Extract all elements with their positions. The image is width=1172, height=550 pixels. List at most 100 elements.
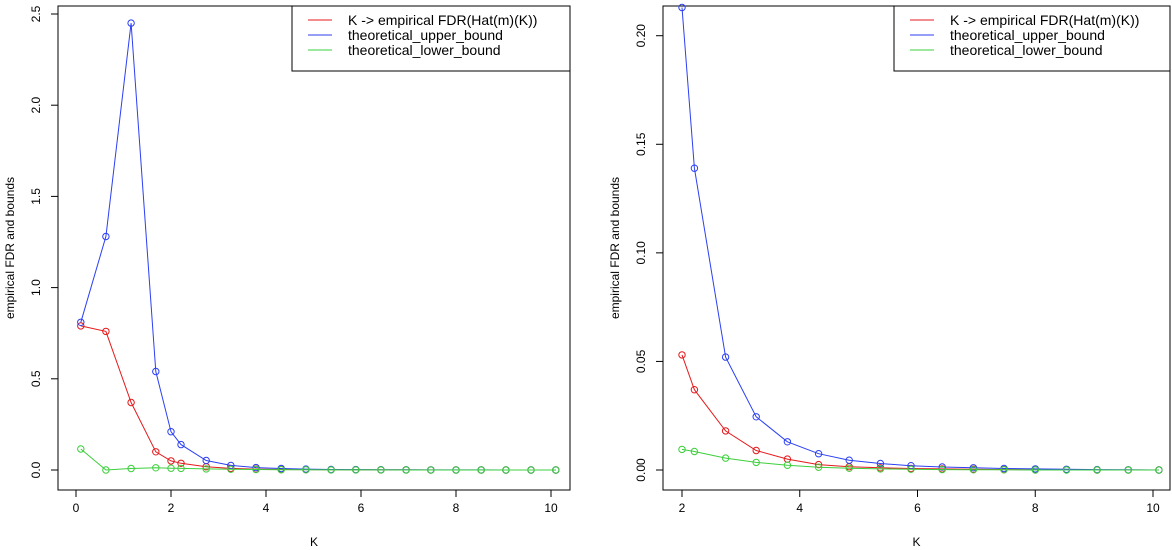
- data-point: [969, 466, 978, 474]
- x-tick-label: 6: [358, 501, 365, 515]
- data-point: [77, 318, 85, 326]
- data-point: [177, 440, 185, 449]
- legend-label: K -> empirical FDR(Hat(m)(K)): [348, 12, 537, 28]
- data-point: [690, 164, 699, 172]
- data-point: [167, 428, 175, 436]
- data-point: [814, 463, 823, 471]
- data-point: [377, 466, 385, 474]
- series-line: [80, 23, 556, 471]
- data-point: [177, 464, 185, 473]
- x-tick-label: 6: [914, 501, 921, 515]
- data-point: [502, 466, 510, 474]
- data-point: [1031, 466, 1040, 474]
- data-point: [167, 457, 175, 465]
- data-point: [752, 458, 760, 467]
- data-point: [277, 466, 285, 474]
- legend-label: theoretical_upper_bound: [950, 27, 1105, 43]
- y-tick-label: 0.20: [634, 24, 648, 48]
- data-point: [252, 463, 260, 472]
- legend-box: [893, 5, 1171, 72]
- data-point: [678, 445, 686, 454]
- data-point: [167, 464, 175, 472]
- series-line: [681, 7, 1159, 471]
- data-point: [1000, 466, 1008, 474]
- data-point: [527, 466, 535, 474]
- y-tick-label: 0.05: [634, 349, 648, 373]
- data-point: [202, 465, 210, 473]
- series-2: [77, 19, 560, 474]
- data-point: [876, 459, 885, 468]
- data-point: [227, 461, 235, 470]
- y-axis-label: empirical FDR and bounds: [608, 177, 622, 319]
- legend-label: K -> empirical FDR(Hat(m)(K)): [950, 12, 1139, 28]
- data-point: [302, 466, 310, 474]
- data-point: [77, 445, 85, 453]
- data-point: [721, 454, 730, 462]
- data-point: [678, 351, 686, 359]
- data-point: [814, 460, 823, 469]
- y-tick-label: 0.00: [634, 458, 648, 482]
- data-point: [1124, 466, 1133, 474]
- data-point: [814, 450, 823, 458]
- y-tick-label: 0.15: [634, 132, 648, 156]
- data-point: [127, 398, 135, 407]
- data-point: [721, 427, 730, 435]
- data-point: [845, 456, 853, 464]
- data-point: [77, 322, 85, 330]
- x-tick-label: 0: [73, 501, 80, 515]
- series-line: [681, 448, 1159, 471]
- x-tick-label: 2: [168, 501, 175, 515]
- x-axis: 2 4 6 8 10 K: [679, 489, 1160, 549]
- series-1: [77, 322, 560, 474]
- legend-label: theoretical_lower_bound: [950, 42, 1103, 58]
- data-point: [752, 446, 760, 455]
- legend-label: theoretical_upper_bound: [348, 27, 503, 43]
- data-point: [678, 3, 686, 12]
- data-point: [102, 466, 110, 474]
- data-point: [907, 465, 915, 473]
- plot-frame: [662, 5, 1171, 491]
- series-3: [77, 445, 560, 474]
- data-point: [876, 465, 885, 473]
- y-tick-label: 2.5: [29, 5, 43, 22]
- x-tick-label: 4: [263, 501, 270, 515]
- data-point: [690, 386, 699, 394]
- x-tick-label: 8: [453, 501, 460, 515]
- data-point: [938, 463, 946, 471]
- legend-label: theoretical_lower_bound: [348, 42, 501, 58]
- data-point: [352, 466, 360, 474]
- y-tick-label: 1.0: [29, 279, 43, 296]
- x-tick-label: 4: [796, 501, 803, 515]
- chart-1: 0 2 4 6 8 10 K 0.0 0.5 1.0 1.5 2.0 2.5 empirical FDR …: [3, 5, 571, 549]
- x-axis-label: K: [912, 535, 920, 549]
- y-tick-label: 1.5: [29, 188, 43, 205]
- data-point: [127, 464, 135, 473]
- x-tick-label: 8: [1032, 501, 1039, 515]
- data-point: [552, 466, 560, 474]
- y-axis-label: empirical FDR and bounds: [3, 177, 17, 319]
- data-point: [1062, 466, 1071, 474]
- x-tick-label: 10: [1146, 501, 1160, 515]
- y-tick-label: 2.0: [29, 97, 43, 114]
- y-tick-label: 0.10: [634, 241, 648, 265]
- data-point: [227, 465, 235, 473]
- data-point: [127, 19, 135, 27]
- data-point: [402, 466, 410, 474]
- x-axis: 0 2 4 6 8 10 K: [73, 489, 558, 549]
- x-tick-label: 10: [544, 501, 558, 515]
- legend-box: [291, 5, 571, 72]
- data-point: [152, 448, 160, 456]
- data-point: [721, 353, 730, 361]
- x-axis-label: K: [310, 535, 318, 549]
- legend: K -> empirical FDR(Hat(m)(K))theoretical…: [893, 5, 1171, 72]
- data-point: [752, 413, 760, 421]
- data-point: [427, 466, 435, 474]
- y-tick-label: 0.5: [29, 370, 43, 387]
- data-point: [1155, 466, 1163, 474]
- data-point: [177, 459, 185, 467]
- data-point: [783, 438, 792, 446]
- data-point: [452, 466, 460, 474]
- data-point: [152, 367, 160, 376]
- data-point: [845, 464, 853, 472]
